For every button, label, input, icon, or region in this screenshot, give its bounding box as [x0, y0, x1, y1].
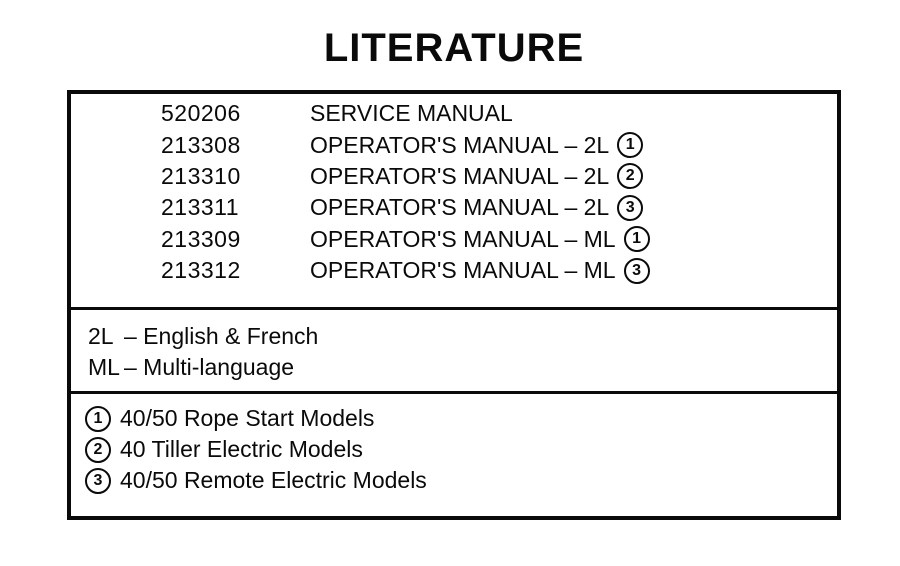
item-description: OPERATOR'S MANUAL – 2L	[310, 194, 610, 221]
literature-row: 213309 OPERATOR'S MANUAL – ML 1	[71, 224, 837, 255]
circled-number-badge: 2	[85, 436, 111, 463]
item-description: OPERATOR'S MANUAL – 2L	[310, 162, 610, 189]
circled-number-badge: 1	[85, 405, 111, 432]
item-description: OPERATOR'S MANUAL – 2L	[310, 131, 610, 158]
literature-row: 520206 SERVICE MANUAL	[71, 98, 837, 129]
item-description-wrap: SERVICE MANUAL	[310, 100, 513, 127]
legend-row: 3 40/50 Remote Electric Models	[85, 465, 837, 496]
language-abbr: 2L	[88, 323, 114, 349]
section-divider	[71, 391, 837, 394]
item-description-wrap: OPERATOR'S MANUAL – 2L 1	[310, 131, 644, 159]
legend-row: 1 40/50 Rope Start Models	[85, 403, 837, 434]
legend-row: 2 40 Tiller Electric Models	[85, 434, 837, 465]
part-number: 213308	[161, 131, 241, 158]
item-description: OPERATOR'S MANUAL – ML	[310, 257, 616, 284]
circled-number-badge: 3	[85, 467, 111, 494]
part-number: 213309	[161, 225, 241, 252]
item-description-wrap: OPERATOR'S MANUAL – ML 1	[310, 226, 650, 253]
literature-row: 213310 OPERATOR'S MANUAL – 2L 2	[71, 161, 837, 192]
part-number: 213311	[161, 194, 240, 221]
model-text: 40 Tiller Electric Models	[120, 436, 363, 462]
language-meaning: – Multi-language	[124, 354, 295, 380]
part-number: 213310	[161, 162, 241, 189]
language-abbr: ML	[88, 354, 120, 380]
item-description-wrap: OPERATOR'S MANUAL – ML 3	[310, 257, 650, 284]
item-description: SERVICE MANUAL	[310, 100, 513, 127]
circled-number-badge: 3	[623, 257, 650, 284]
part-number: 213312	[161, 257, 241, 284]
model-text: 40/50 Rope Start Models	[120, 405, 375, 431]
part-number: 520206	[161, 100, 241, 127]
item-description-wrap: OPERATOR'S MANUAL – 2L 3	[310, 194, 644, 221]
language-legend: 2L – English & French ML – Multi-languag…	[71, 310, 837, 391]
legend-row: 2L – English & French	[88, 321, 837, 352]
literature-row: 213311 OPERATOR'S MANUAL – 2L 3	[71, 192, 837, 223]
literature-box: 520206 SERVICE MANUAL 213308 OPERATOR'S …	[67, 90, 841, 520]
circled-number-badge: 3	[617, 194, 644, 221]
circled-number-badge: 2	[617, 163, 644, 190]
literature-row: 213308 OPERATOR'S MANUAL – 2L 1	[71, 129, 837, 160]
part-number-list: 520206 SERVICE MANUAL 213308 OPERATOR'S …	[71, 94, 837, 307]
circled-number-badge: 1	[623, 226, 650, 253]
language-meaning: – English & French	[124, 323, 319, 349]
page-title: LITERATURE	[323, 26, 585, 70]
model-text: 40/50 Remote Electric Models	[120, 467, 427, 493]
legend-row: ML – Multi-language	[88, 352, 837, 383]
item-description-wrap: OPERATOR'S MANUAL – 2L 2	[310, 162, 644, 190]
model-legend: 1 40/50 Rope Start Models 2 40 Tiller El…	[71, 394, 837, 516]
section-divider	[71, 307, 837, 310]
circled-number-badge: 1	[617, 132, 644, 159]
literature-row: 213312 OPERATOR'S MANUAL – ML 3	[71, 255, 837, 286]
item-description: OPERATOR'S MANUAL – ML	[310, 225, 616, 252]
